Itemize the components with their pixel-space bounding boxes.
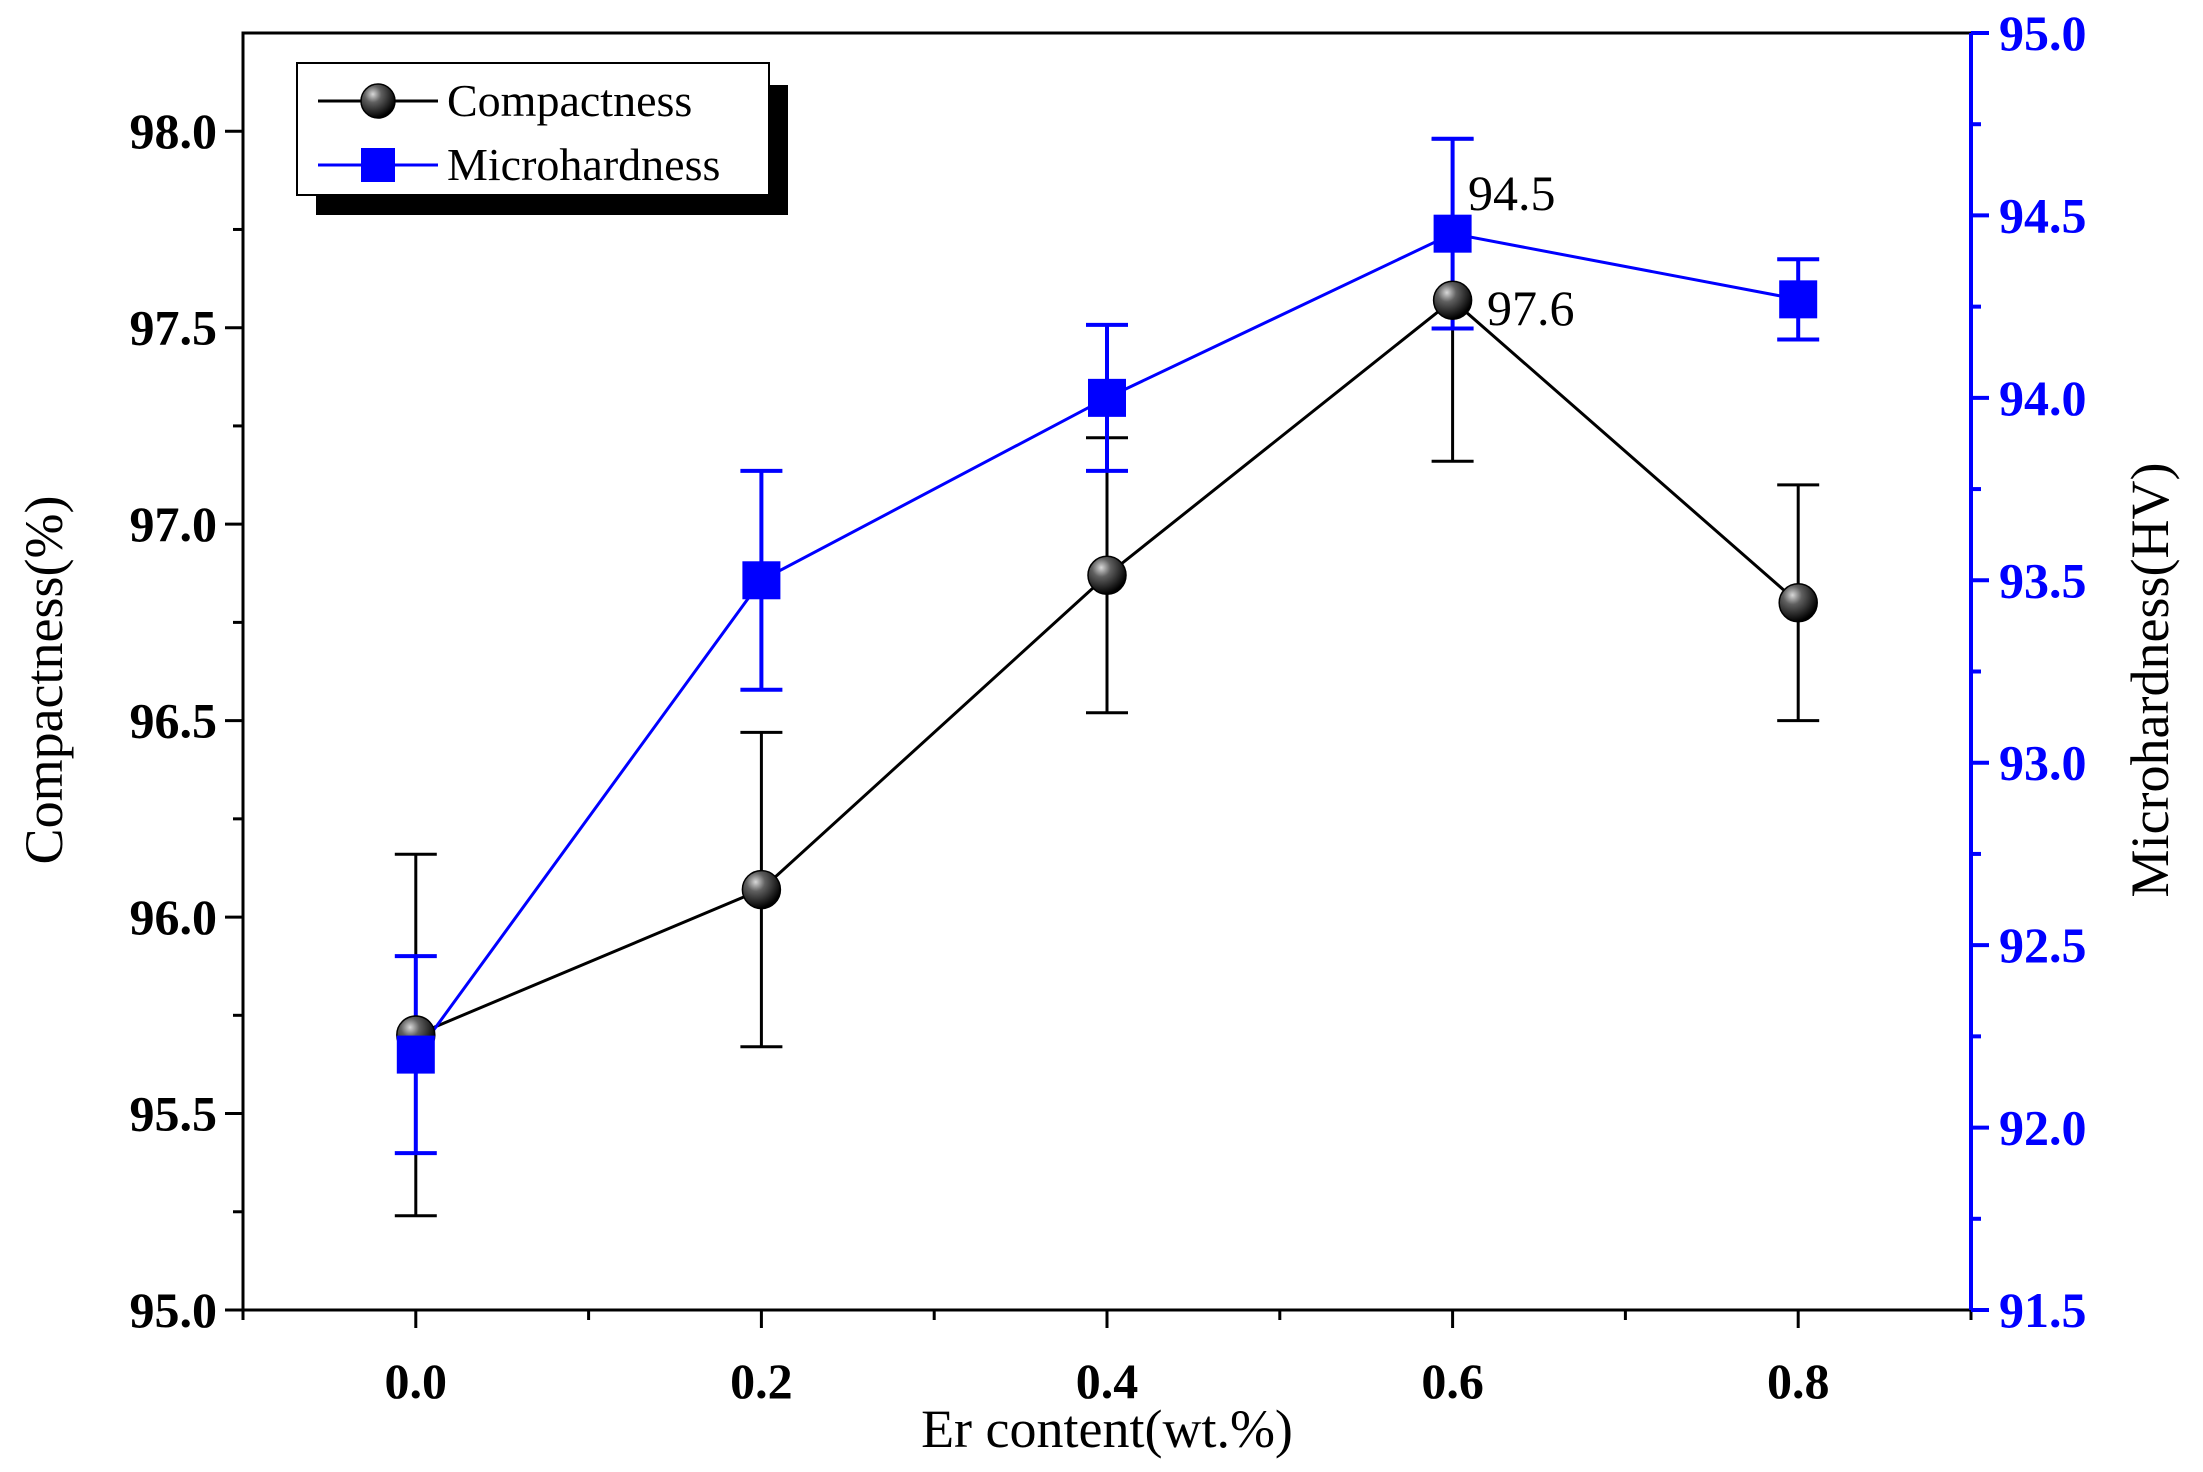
y-tick-label: 95.5 [130, 1086, 218, 1142]
x-tick-label: 0.0 [385, 1353, 448, 1409]
legend: Compactness Microhardness [296, 62, 788, 215]
y-tick-label: 98.0 [130, 103, 218, 159]
microhardness-point [742, 561, 781, 600]
x-axis-ticks: 0.0 0.2 0.4 0.6 0.8 [241, 1310, 1973, 1409]
y2-tick-label: 93.5 [1999, 552, 2087, 608]
y2-tick-label: 92.0 [1999, 1100, 2087, 1156]
annotation-microhardness-peak: 94.5 [1468, 165, 1556, 221]
x-tick-label: 0.6 [1421, 1353, 1484, 1409]
legend-microhardness-marker [361, 148, 395, 182]
y2-tick-label: 94.5 [1999, 187, 2087, 243]
x-axis-title: Er content(wt.%) [921, 1399, 1293, 1459]
y-tick-label: 95.0 [130, 1282, 218, 1338]
x-tick-label: 0.4 [1076, 1353, 1139, 1409]
x-tick-label: 0.8 [1767, 1353, 1830, 1409]
y-tick-label: 97.0 [130, 496, 218, 552]
y2-tick-label: 91.5 [1999, 1282, 2087, 1338]
microhardness-point [1433, 214, 1472, 253]
y2-axis-title: Microhardness(HV) [2120, 463, 2180, 898]
compactness-point [741, 869, 782, 910]
series-markers [396, 214, 1818, 1074]
y-axis-title: Compactness(%) [14, 496, 74, 865]
y2-tick-label: 94.0 [1999, 370, 2087, 426]
x-tick-label: 0.2 [730, 1353, 793, 1409]
compactness-point [1087, 555, 1127, 595]
y-tick-label: 96.5 [130, 693, 218, 749]
annotation-compactness-peak: 97.6 [1487, 280, 1575, 336]
legend-compactness-marker [360, 83, 396, 119]
microhardness-point [396, 1035, 435, 1074]
y2-tick-label: 93.0 [1999, 735, 2087, 791]
y2-tick-label: 95.0 [1999, 5, 2087, 61]
legend-compactness-label: Compactness [447, 75, 692, 126]
microhardness-point [1088, 378, 1126, 417]
microhardness-point [1779, 280, 1818, 319]
y-tick-label: 96.0 [130, 889, 218, 945]
y2-tick-label: 92.5 [1999, 917, 2087, 973]
y-axis-ticks: 95.0 95.5 96.0 96.5 97.0 97.5 98.0 [130, 103, 243, 1338]
compactness-point [1432, 280, 1473, 320]
y2-axis-ticks: 91.5 92.0 92.5 93.0 93.5 94.0 94.5 95.0 [1971, 5, 2087, 1338]
compactness-point [1778, 582, 1818, 623]
error-bars [394, 136, 1820, 1218]
y-tick-label: 97.5 [130, 300, 218, 356]
legend-microhardness-label: Microhardness [447, 139, 720, 190]
